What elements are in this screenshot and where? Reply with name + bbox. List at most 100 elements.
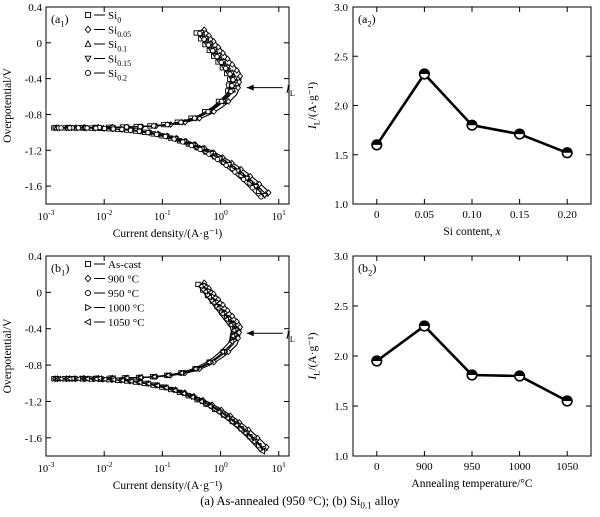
series-line xyxy=(375,71,568,155)
annotation-label: IL xyxy=(285,82,295,99)
series-point xyxy=(222,316,229,323)
legend-marker xyxy=(85,303,93,312)
y-tick-label: 1.5 xyxy=(334,150,348,162)
series-point xyxy=(164,372,171,379)
y-tick-label: 0 xyxy=(37,287,43,299)
x-tick-label: 0.15 xyxy=(510,209,530,221)
panel-label: (a1) xyxy=(51,12,69,29)
y-tick-label: 2.0 xyxy=(334,351,348,363)
y-tick-label: -1.6 xyxy=(25,181,43,193)
series-point xyxy=(123,374,130,382)
legend-label: Si0.2 xyxy=(108,68,127,82)
chart-b2: 0 900 950 1000 1050 1.0 1.5 2.0 2.5 3.0 Annealing … xyxy=(307,251,592,490)
series-point xyxy=(205,294,212,301)
x-tick-label: 900 xyxy=(416,461,433,473)
data-point-fill xyxy=(467,370,477,375)
series-point xyxy=(191,115,198,121)
series-point xyxy=(205,42,212,48)
series-point xyxy=(83,375,90,382)
series-point xyxy=(218,59,224,66)
series-point xyxy=(238,172,244,178)
legend-label: 950 °C xyxy=(108,288,139,300)
x-axis-label: Annealing temperature/°C xyxy=(411,478,532,490)
series-point xyxy=(232,422,239,429)
series-point xyxy=(258,448,266,455)
series-point xyxy=(84,125,90,131)
plot-frame xyxy=(45,255,290,457)
series-anodic-4 xyxy=(56,285,232,380)
x-tick-label: 10-3 xyxy=(38,208,55,223)
series-point xyxy=(227,71,233,77)
annotation-label: IL xyxy=(285,327,295,344)
series-point xyxy=(229,312,236,320)
x-tick-label: 950 xyxy=(464,461,481,473)
series-point xyxy=(205,32,212,40)
y-tick-label: -1.2 xyxy=(25,396,42,408)
series-point xyxy=(261,193,269,200)
x-tick-label: 100 xyxy=(213,208,228,223)
data-point-fill xyxy=(514,371,525,376)
series-point xyxy=(180,390,187,397)
series-point xyxy=(66,375,73,382)
panel-label: (a2) xyxy=(358,12,376,29)
series-point xyxy=(201,288,208,295)
series-point xyxy=(58,125,64,131)
series-point xyxy=(218,310,225,318)
x-tick-label: 10-1 xyxy=(154,460,171,475)
legend-marker xyxy=(84,55,92,63)
x-tick-label: 0 xyxy=(374,461,380,473)
y-axis-label: IL/(A·g⁻¹) xyxy=(307,332,321,380)
x-axis-label: Si content, x xyxy=(443,226,501,238)
series-point xyxy=(195,281,201,288)
series-point xyxy=(223,415,230,422)
series-point xyxy=(229,82,235,89)
series-point xyxy=(205,108,211,115)
series-point xyxy=(127,127,134,133)
y-tick-label: -1.6 xyxy=(25,433,43,445)
legend-label: Si0.1 xyxy=(108,39,127,53)
x-tick-label: 10-2 xyxy=(96,208,113,223)
legend-label: As-cast xyxy=(108,259,141,271)
series-point xyxy=(101,125,108,132)
data-point-fill xyxy=(562,396,572,401)
series-point xyxy=(229,332,236,340)
series-point xyxy=(210,299,217,306)
series-point xyxy=(237,72,244,80)
series-point xyxy=(210,37,217,45)
series-point xyxy=(119,126,125,133)
series-point xyxy=(250,438,257,445)
y-axis-label: IL/(A·g⁻¹) xyxy=(307,82,321,130)
series-point xyxy=(162,384,169,391)
series-point xyxy=(228,338,235,345)
series-point xyxy=(145,130,151,136)
series-point xyxy=(206,403,213,410)
y-tick-label: -0.4 xyxy=(25,74,43,86)
series-point xyxy=(137,123,143,130)
series-point xyxy=(127,378,134,385)
data-point-fill xyxy=(419,69,430,74)
x-tick-label: 1050 xyxy=(556,461,579,473)
data-point-fill xyxy=(372,356,382,361)
y-tick-label: 2.5 xyxy=(334,51,348,63)
y-tick-label: 0.4 xyxy=(28,2,42,14)
series-point xyxy=(249,185,255,191)
series-point xyxy=(145,380,152,387)
series-point xyxy=(256,188,262,194)
y-tick-label: -1.2 xyxy=(25,145,42,157)
y-tick-label: 1.5 xyxy=(334,401,348,413)
panel-label: (b1) xyxy=(51,261,69,278)
legend-marker xyxy=(84,289,92,297)
chart-a2: 0 0.05 0.10 0.15 0.20 1.0 1.5 2.0 2.5 3.0 Si conte… xyxy=(307,2,592,238)
legend-label: Si0.15 xyxy=(108,54,131,68)
annotation-arrow-head xyxy=(246,84,254,91)
legend-marker xyxy=(84,25,92,34)
chart-a1: 10-3 10-2 10-1 100 101 0.4 0 -0.4 -0.8 -1.2 -1.6 Cu… xyxy=(2,2,295,240)
y-tick-label: 1.0 xyxy=(334,451,348,463)
series-point xyxy=(210,108,217,116)
legend-marker xyxy=(84,260,92,268)
y-tick-label: 2.5 xyxy=(334,301,348,313)
legend-label: 900 °C xyxy=(108,274,139,286)
series-point xyxy=(180,139,186,145)
series-point xyxy=(178,119,184,125)
x-tick-label: 0.10 xyxy=(462,209,482,221)
